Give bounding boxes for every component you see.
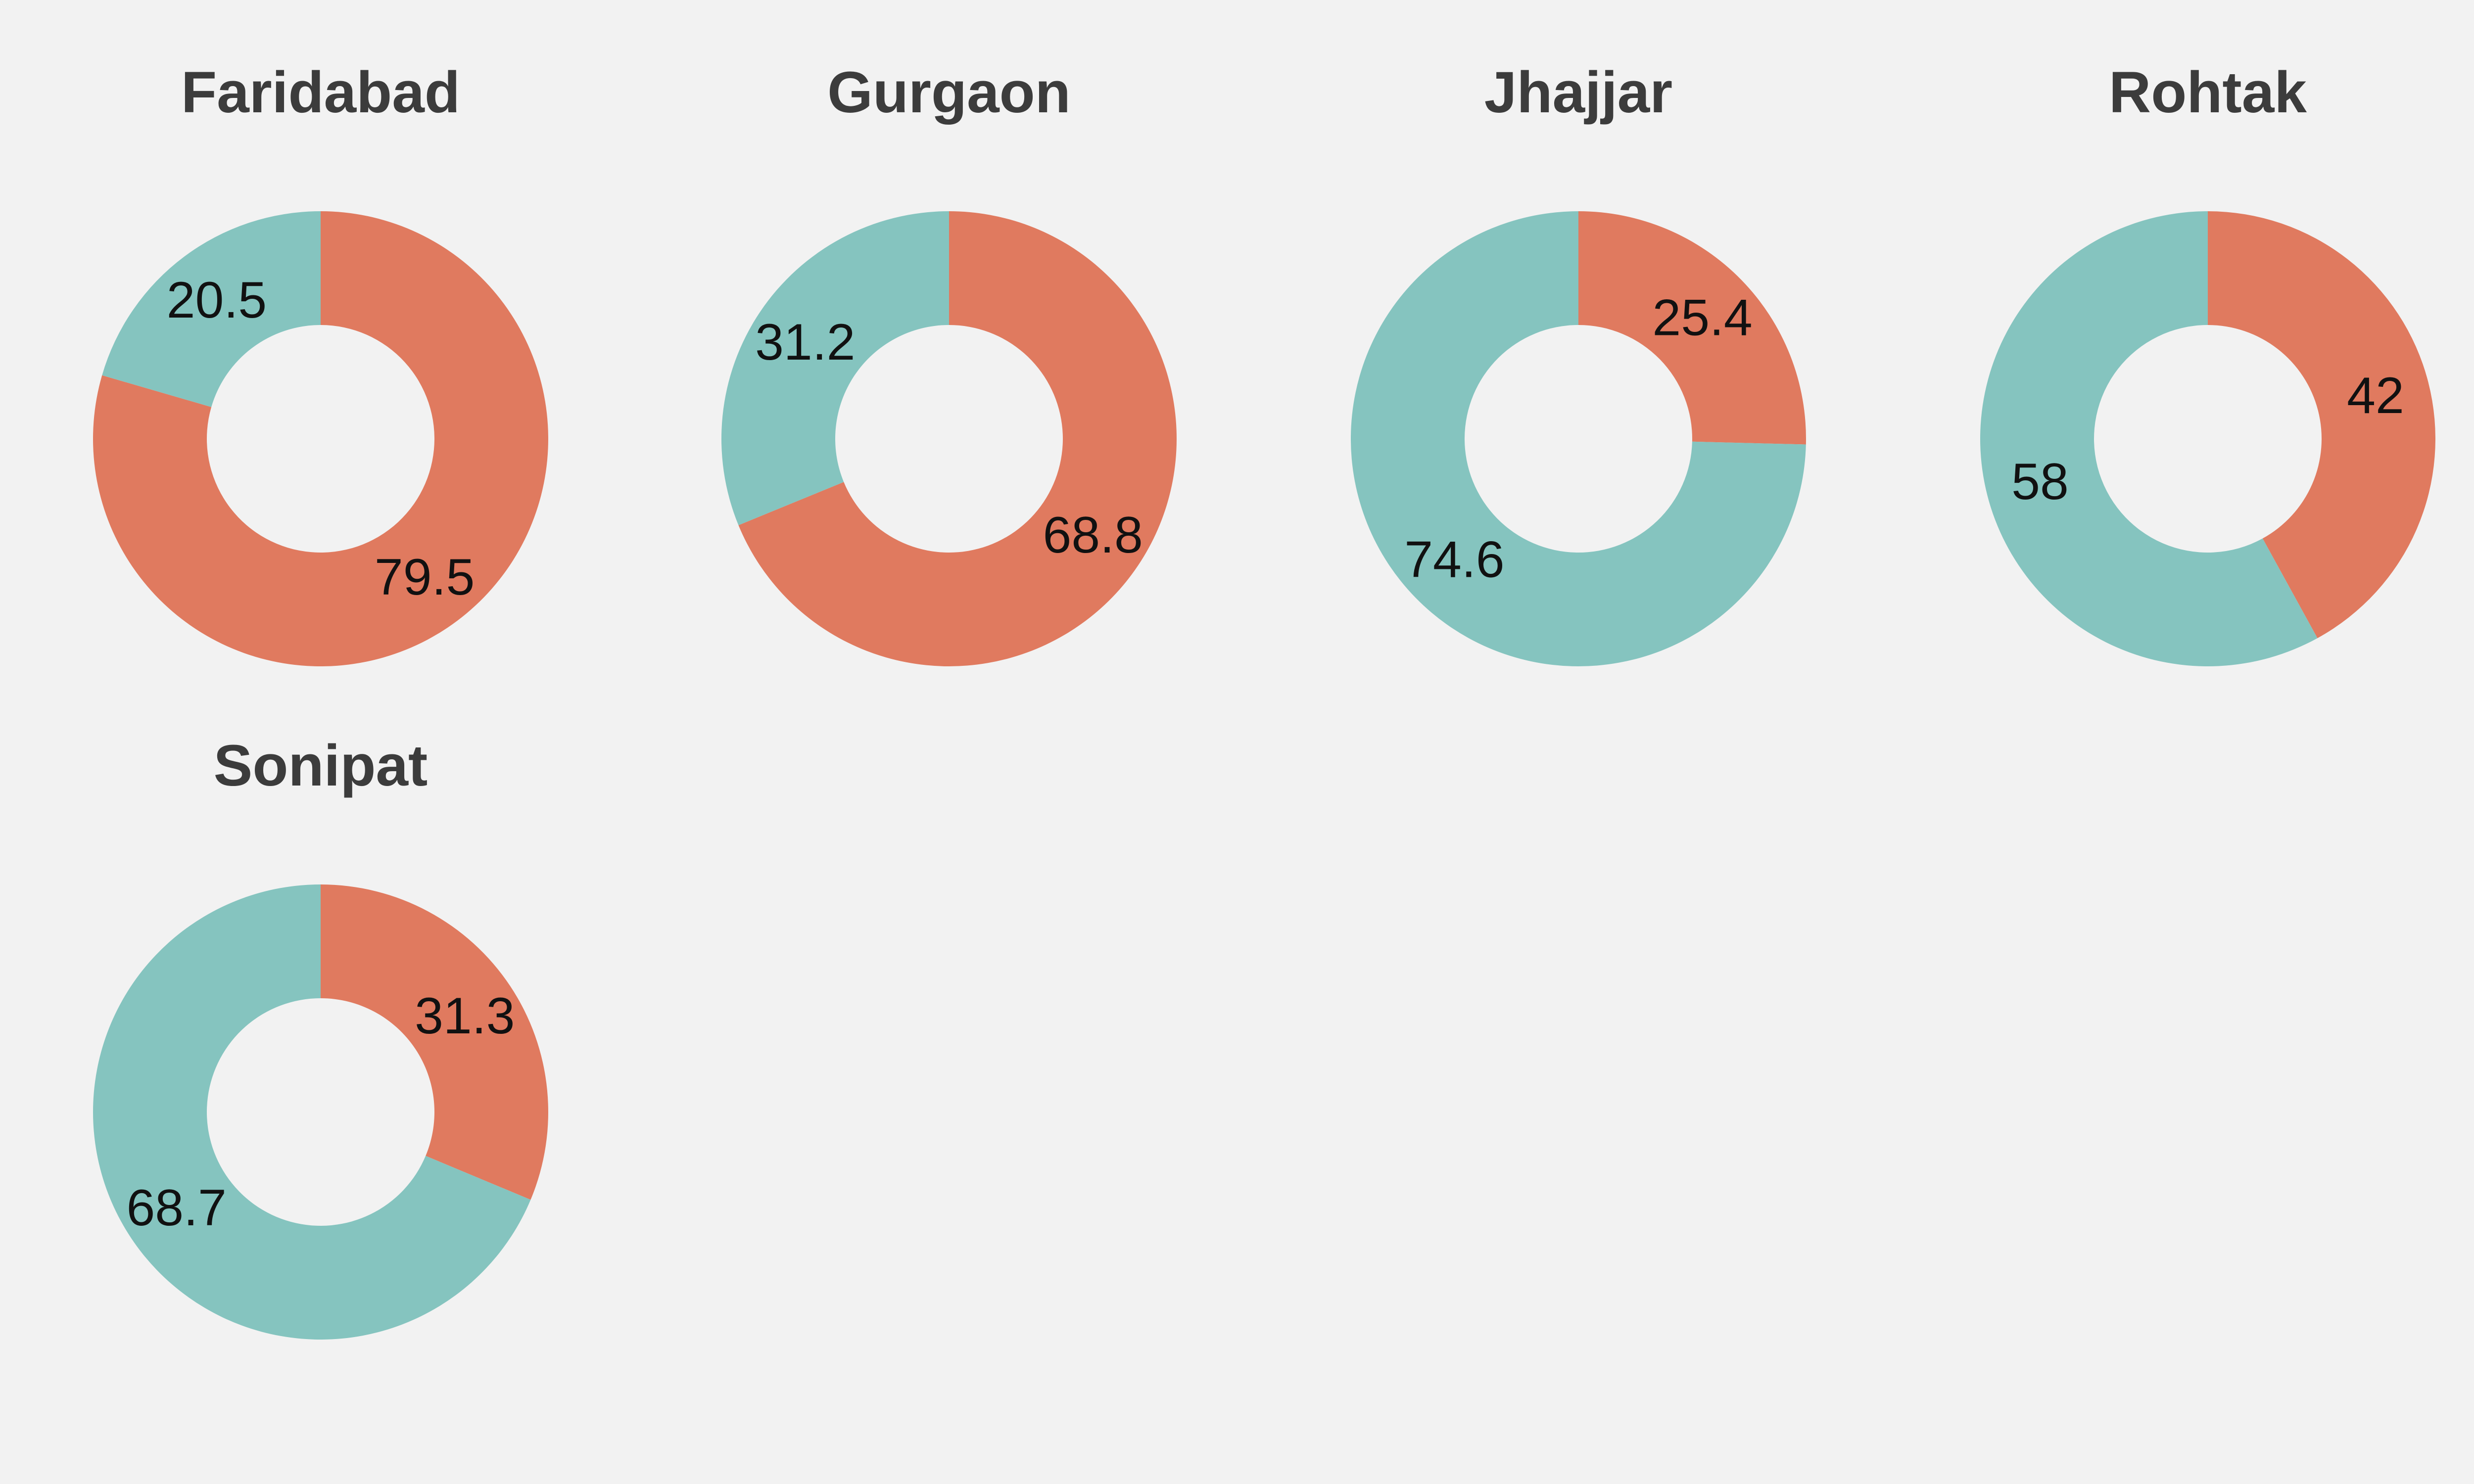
slice-value-label: 79.5 xyxy=(375,549,475,606)
panel-title: Faridabad xyxy=(181,60,460,125)
slice-value-label: 42 xyxy=(2347,367,2404,424)
slice-value-label: 31.2 xyxy=(755,314,855,371)
panel-title: Sonipat xyxy=(214,733,428,798)
panel-title: Jhajjar xyxy=(1484,60,1672,125)
donut-panel: Faridabad 79.5 20.5 xyxy=(93,60,549,666)
slice-value-label: 68.7 xyxy=(126,1179,226,1237)
donut-slice xyxy=(321,884,548,1200)
slice-value-label: 31.3 xyxy=(415,987,515,1045)
slice-value-label: 74.6 xyxy=(1404,531,1504,588)
panel-title: Gurgaon xyxy=(827,60,1071,125)
slice-value-label: 68.8 xyxy=(1043,507,1142,564)
donut-slice xyxy=(93,884,531,1340)
slice-value-label: 58 xyxy=(2011,453,2069,510)
slice-value-label: 20.5 xyxy=(167,272,267,329)
donut-slice xyxy=(738,211,1177,667)
donut-slice xyxy=(1351,211,1806,666)
donut-slice xyxy=(2208,211,2435,639)
donut-panel: Gurgaon 68.8 31.2 xyxy=(721,60,1177,667)
donut-slice xyxy=(102,211,321,407)
donut-panel: Rohtak 42 58 xyxy=(1980,60,2435,666)
slice-value-label: 25.4 xyxy=(1652,289,1752,347)
panel-title: Rohtak xyxy=(2109,60,2307,125)
donut-panel: Jhajjar 25.4 74.6 xyxy=(1351,60,1806,666)
donut-slice xyxy=(721,211,949,525)
donut-slice xyxy=(93,211,549,666)
donut-panel: Sonipat 31.3 68.7 xyxy=(93,733,548,1340)
donut-slice xyxy=(1980,211,2318,666)
donut-slice xyxy=(1578,211,1806,445)
